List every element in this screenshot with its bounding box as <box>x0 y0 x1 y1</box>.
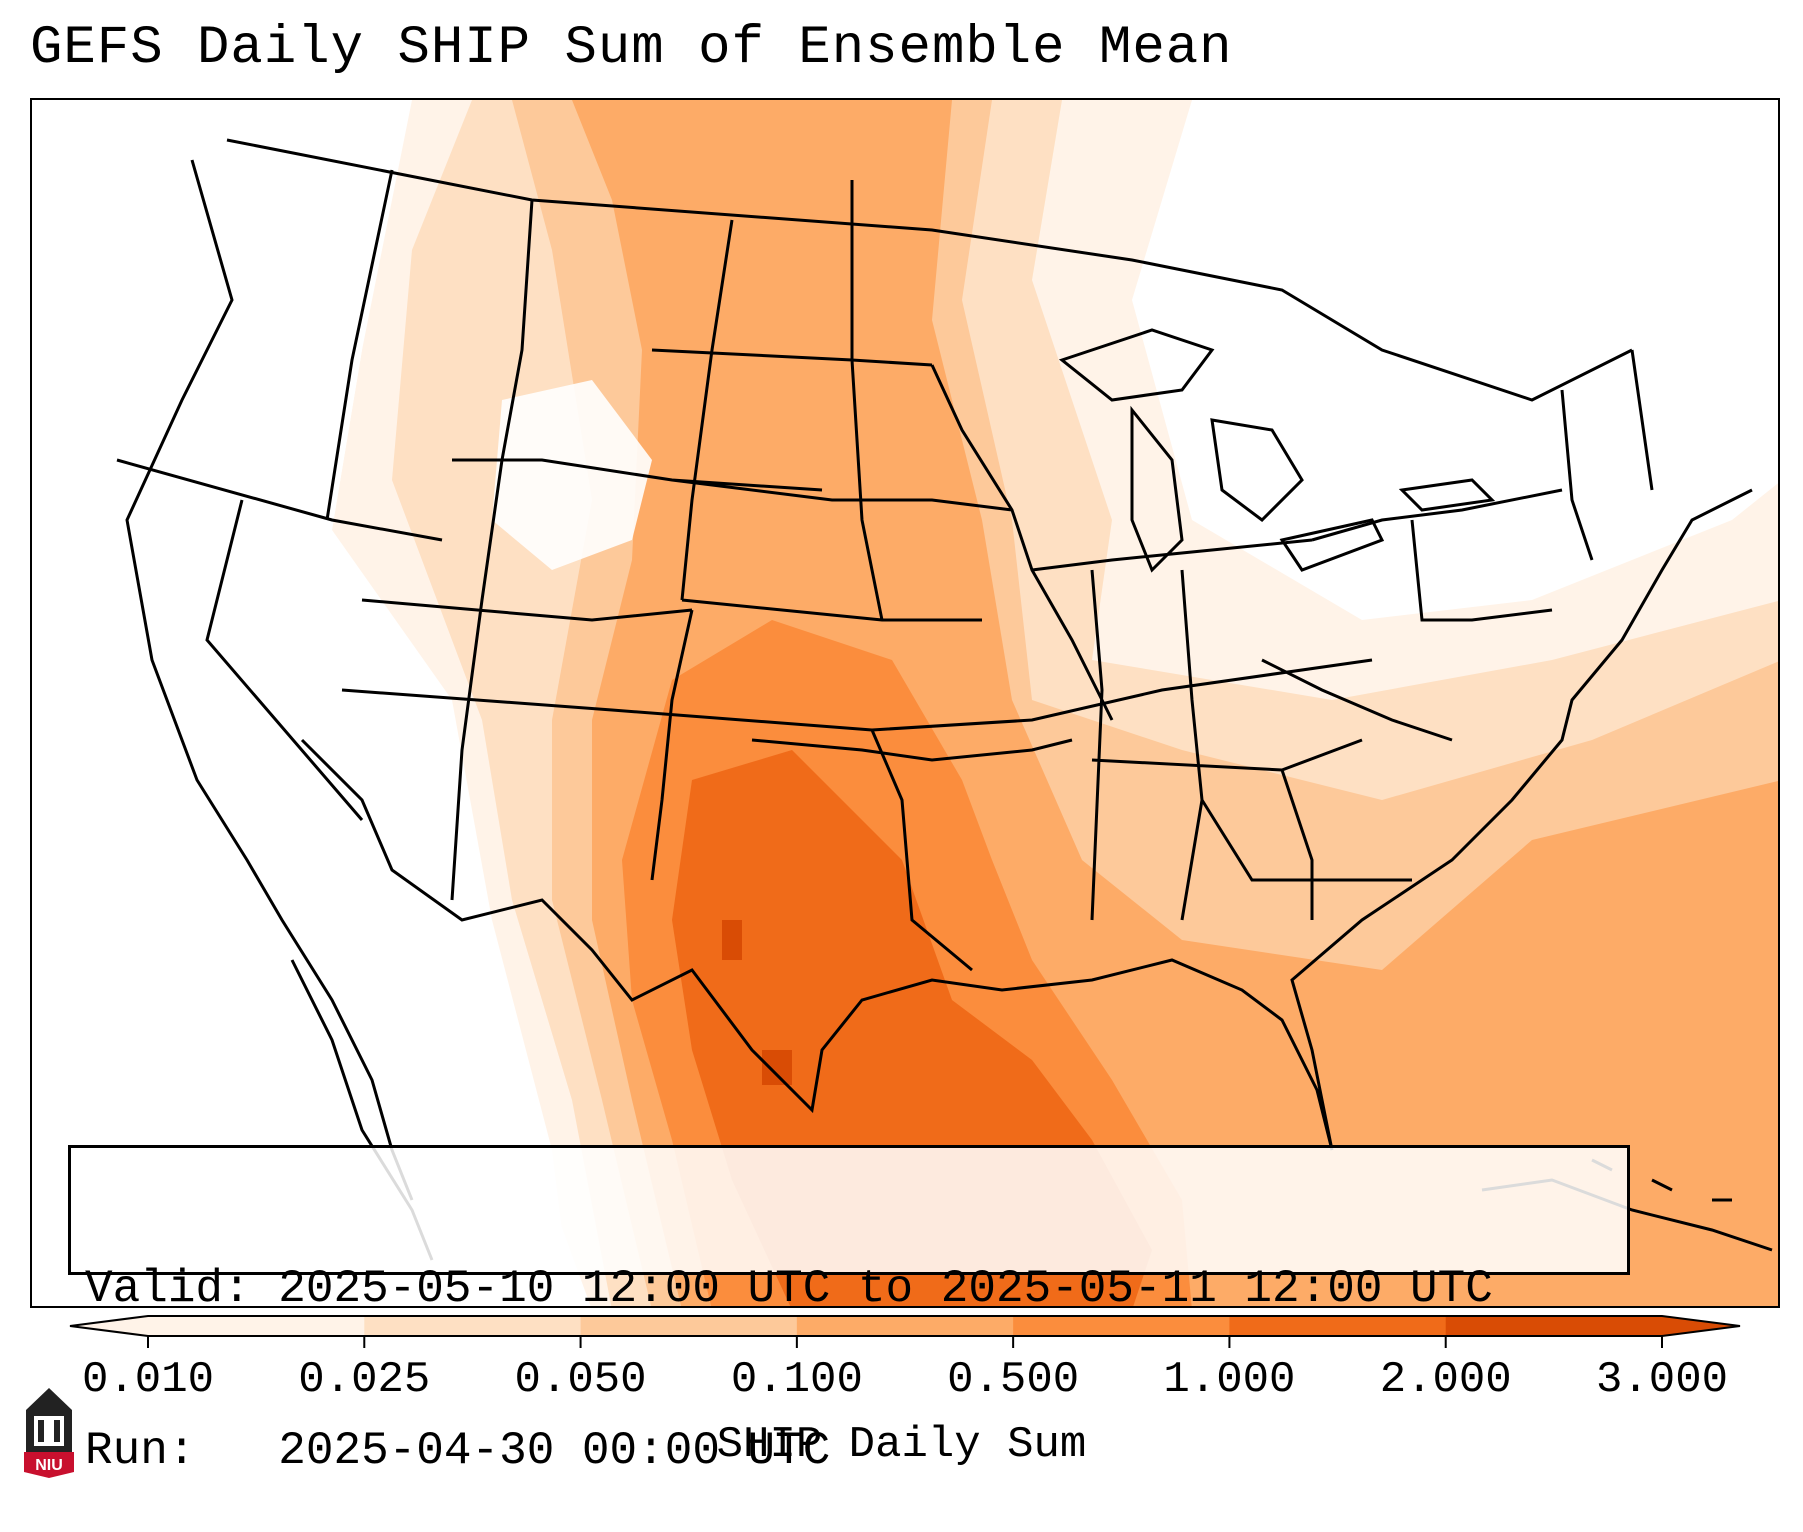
canada-border <box>226 138 1633 402</box>
map-title: GEFS Daily SHIP Sum of Ensemble Mean <box>30 18 1233 79</box>
map-svg <box>32 100 1778 1306</box>
map-panel[interactable] <box>30 98 1780 1308</box>
colorbar-tick-label: 0.100 <box>730 1355 863 1405</box>
niu-logo: NIU <box>24 1388 74 1478</box>
colorbar-tick-label: 3.000 <box>1595 1355 1729 1405</box>
valid-row: Valid: 2025-05-10 12:00 UTC to 2025-05-1… <box>85 1262 1613 1316</box>
valid-value: 2025-05-10 12:00 UTC to 2025-05-11 12:00… <box>278 1263 1493 1315</box>
run-label: Run: <box>85 1425 196 1477</box>
colorbar-segment <box>1445 1316 1663 1336</box>
colorbar-segment <box>364 1316 582 1336</box>
below-threshold-northeast <box>1192 100 1778 570</box>
below-threshold-west <box>32 100 591 1306</box>
colorbar-extend-right <box>1662 1316 1740 1336</box>
colorbar-tick-label: 0.050 <box>514 1355 647 1405</box>
colorbar-segment <box>1229 1316 1447 1336</box>
state-boundaries <box>116 138 1773 1261</box>
valid-label: Valid: <box>85 1263 251 1315</box>
colorbar-segments <box>70 1316 1740 1336</box>
colorbar-segment <box>796 1316 1014 1336</box>
colorbar <box>69 1315 1741 1348</box>
shading-level-2000-a <box>722 920 742 960</box>
colorbar-tick-label: 0.500 <box>947 1355 1080 1405</box>
great-lakes <box>1058 328 1496 573</box>
colorbar-tick-label: 0.010 <box>81 1355 215 1405</box>
logo-text: NIU <box>35 1457 63 1474</box>
colorbar-segment <box>1013 1316 1230 1336</box>
us-outline <box>125 159 1753 1201</box>
colorbar-segment <box>580 1316 798 1336</box>
colorbar-extend-left <box>70 1316 148 1336</box>
colorbar-segment <box>148 1316 365 1336</box>
colorbar-tick-label: 2.000 <box>1379 1355 1512 1405</box>
below-threshold-colorado <box>492 380 652 570</box>
colorbar-label: SHIP Daily Sum <box>716 1420 1087 1470</box>
ship-shading <box>32 100 1778 1306</box>
shading-level-2000-b <box>762 1050 792 1085</box>
colorbar-tick-label: 0.025 <box>298 1355 431 1405</box>
valid-run-info-box: Valid: 2025-05-10 12:00 UTC to 2025-05-1… <box>68 1145 1630 1477</box>
state-lines <box>116 169 1654 972</box>
run-row: Run: 2025-04-30 00:00 UTC <box>85 1424 1613 1478</box>
run-value: 2025-04-30 00:00 UTC <box>278 1425 831 1477</box>
colorbar-ticks <box>147 1336 1663 1348</box>
colorbar-tick-label: 1.000 <box>1163 1355 1296 1405</box>
